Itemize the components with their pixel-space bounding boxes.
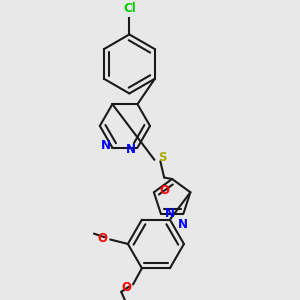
Text: O: O (98, 232, 108, 244)
Text: N: N (178, 218, 188, 231)
Text: O: O (122, 281, 132, 294)
Text: N: N (165, 207, 175, 220)
Text: S: S (158, 151, 166, 164)
Text: N: N (126, 142, 136, 156)
Text: O: O (159, 184, 169, 197)
Text: N: N (101, 139, 111, 152)
Text: Cl: Cl (123, 2, 136, 15)
